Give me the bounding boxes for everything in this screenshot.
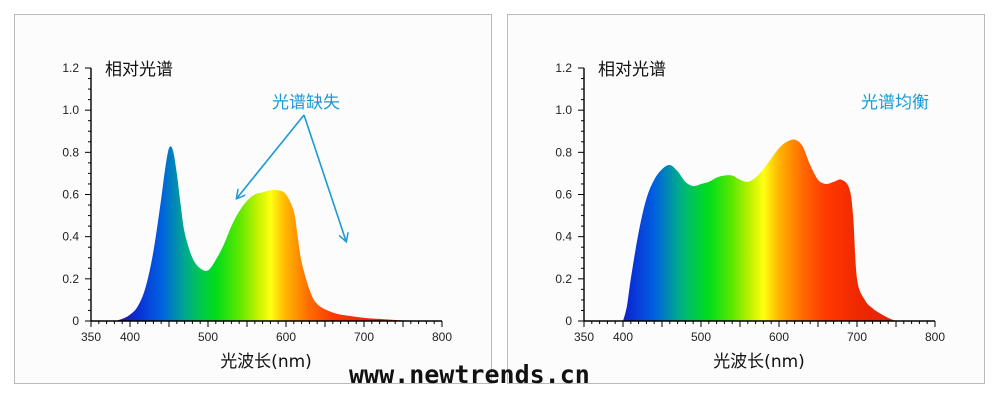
annotation-label: 光谱缺失 xyxy=(272,93,340,113)
spectrum-area xyxy=(623,139,896,321)
arrow-line-right xyxy=(303,114,346,241)
x-tick-label: 400 xyxy=(120,330,140,344)
annotation-arrows xyxy=(237,114,346,241)
x-axis-label: 光波长(nm) xyxy=(713,352,805,372)
y-tick-label: 0.8 xyxy=(62,145,79,159)
x-axis-label: 光波长(nm) xyxy=(220,352,312,372)
y-tick-label: 0.6 xyxy=(555,188,572,202)
x-axis: 350 400 500 600 700 800 xyxy=(81,320,452,344)
x-tick-label: 500 xyxy=(198,330,218,344)
spectrum-panel-right: 350 400 500 600 700 800 0 0.2 0.4 0.6 0.8 1.0 1.2 相… xyxy=(507,14,985,384)
y-tick-label: 0 xyxy=(72,314,79,328)
watermark: www.newtrends.cn xyxy=(349,360,590,389)
x-tick-label: 600 xyxy=(276,330,296,344)
x-tick-label: 700 xyxy=(354,330,374,344)
chart-title: 相对光谱 xyxy=(105,60,173,80)
x-tick-label: 800 xyxy=(925,330,945,344)
y-tick-label: 0.6 xyxy=(62,188,79,202)
y-tick-label: 0.8 xyxy=(555,145,572,159)
x-tick-label: 800 xyxy=(432,330,452,344)
spectrum-area xyxy=(114,146,427,321)
x-tick-label: 600 xyxy=(769,330,789,344)
x-tick-label: 700 xyxy=(847,330,867,344)
y-tick-label: 0.4 xyxy=(555,230,572,244)
y-tick-label: 1.0 xyxy=(62,103,79,117)
arrow-line-left xyxy=(237,114,305,198)
x-tick-label: 400 xyxy=(613,330,633,344)
x-tick-label: 350 xyxy=(574,330,594,344)
x-tick-label: 350 xyxy=(81,330,101,344)
x-axis: 350 400 500 600 700 800 xyxy=(574,320,945,344)
y-tick-label: 0.2 xyxy=(555,272,572,286)
spectrum-chart-right: 350 400 500 600 700 800 0 0.2 0.4 0.6 0.8 1.0 1.2 相… xyxy=(555,60,945,372)
x-tick-label: 500 xyxy=(691,330,711,344)
y-tick-label: 0 xyxy=(565,314,572,328)
spectrum-chart-left: 350 400 500 600 700 800 0 0.2 0.4 0.6 0.8 1.0 1.2 相… xyxy=(62,60,452,372)
y-tick-label: 1.0 xyxy=(555,103,572,117)
y-tick-label: 1.2 xyxy=(555,61,572,75)
annotation-label: 光谱均衡 xyxy=(861,93,929,113)
spectrum-panel-left: 350 400 500 600 700 800 0 0.2 0.4 0.6 0.8 1.0 1.2 相… xyxy=(14,14,492,384)
y-tick-label: 0.4 xyxy=(62,230,79,244)
chart-title: 相对光谱 xyxy=(598,60,666,80)
y-axis: 0 0.2 0.4 0.6 0.8 1.0 1.2 xyxy=(555,61,585,328)
y-axis: 0 0.2 0.4 0.6 0.8 1.0 1.2 xyxy=(62,61,92,328)
y-tick-label: 0.2 xyxy=(62,272,79,286)
y-tick-label: 1.2 xyxy=(62,61,79,75)
